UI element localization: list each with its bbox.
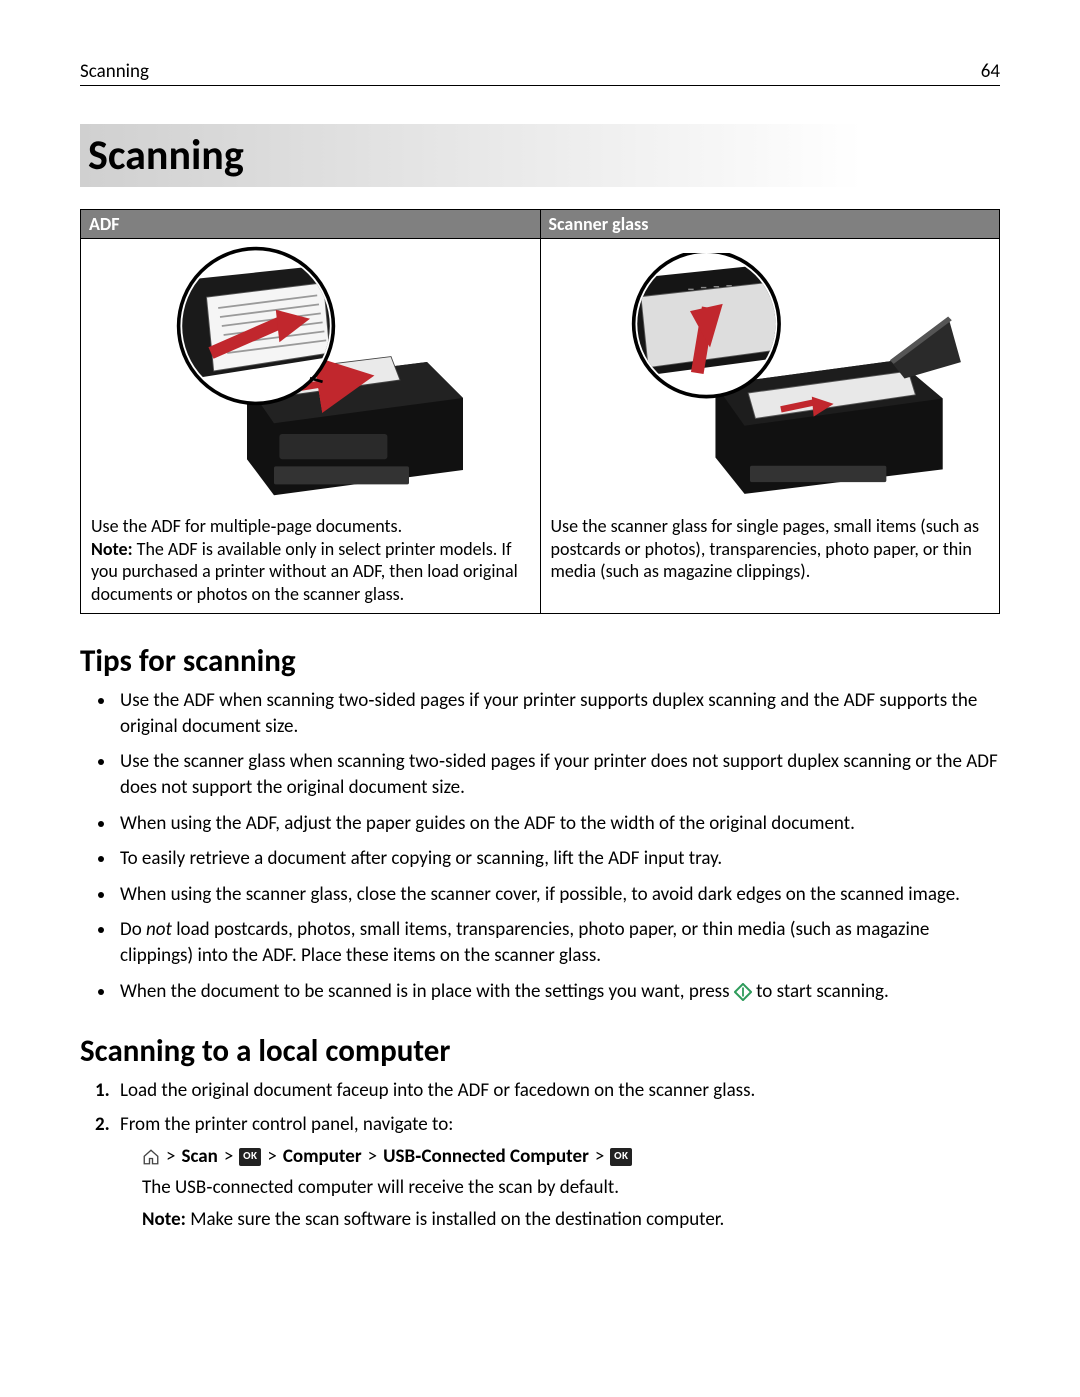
adf-note-text: The ADF is available only in select prin… (91, 538, 518, 605)
nav-computer: Computer (283, 1144, 362, 1170)
th-adf: ADF (81, 210, 541, 239)
scan-local-steps: Load the original document faceup into t… (80, 1078, 1000, 1232)
glass-illustration (551, 245, 990, 515)
tip-item: Use the scanner glass when scanning two‑… (116, 749, 1000, 800)
adf-illustration (91, 245, 530, 515)
chapter-title: Scanning (80, 124, 1000, 187)
scan-method-table: ADF Scanner glass (80, 209, 1000, 614)
th-scanner-glass: Scanner glass (540, 210, 1000, 239)
start-diamond-icon (734, 980, 752, 1003)
nav-scan: Scan (181, 1144, 217, 1170)
tip7-post: to start scanning. (752, 980, 889, 1003)
adf-caption: Use the ADF for multiple‑page documents. (91, 515, 530, 538)
step-1: Load the original document faceup into t… (114, 1078, 1000, 1104)
tip-item: To easily retrieve a document after copy… (116, 846, 1000, 872)
tip6-em: not (146, 918, 172, 941)
tip-item: When the document to be scanned is in pl… (116, 979, 1000, 1005)
step2-text: From the printer control panel, navigate… (120, 1113, 453, 1136)
step2-note-text: Make sure the scan software is installed… (190, 1208, 724, 1231)
nav-sep: > (595, 1144, 604, 1170)
tips-list: Use the ADF when scanning two‑sided page… (80, 688, 1000, 1004)
cell-adf: Use the ADF for multiple‑page documents.… (81, 239, 541, 614)
ok-icon: OK (239, 1148, 261, 1166)
step2-note: Note: Make sure the scan software is ins… (142, 1207, 1000, 1233)
nav-sep: > (267, 1144, 276, 1170)
step2-note-label: Note: (142, 1208, 186, 1231)
adf-note-label: Note: (91, 538, 133, 560)
tip-item: Do not load postcards, photos, small ite… (116, 917, 1000, 968)
step2-after: The USB‑connected computer will receive … (142, 1175, 1000, 1201)
tips-heading: Tips for scanning (80, 642, 1000, 680)
tip-item: When using the scanner glass, close the … (116, 882, 1000, 908)
tip-item: Use the ADF when scanning two‑sided page… (116, 688, 1000, 739)
scan-local-heading: Scanning to a local computer (80, 1032, 1000, 1070)
tip-item: When using the ADF, adjust the paper gui… (116, 811, 1000, 837)
nav-sep: > (166, 1144, 175, 1170)
step-2: From the printer control panel, navigate… (114, 1112, 1000, 1233)
tip6-pre: Do (120, 918, 146, 941)
home-icon (142, 1144, 160, 1170)
header-title: Scanning (80, 60, 149, 83)
ok-icon: OK (610, 1148, 632, 1166)
nav-sep: > (368, 1144, 377, 1170)
glass-caption: Use the scanner glass for single pages, … (551, 515, 990, 583)
running-header: Scanning 64 (80, 60, 1000, 86)
nav-path: > Scan > OK > Computer > USB‑Connected C… (142, 1144, 1000, 1170)
tip6-post: load postcards, photos, small items, tra… (120, 918, 929, 967)
page-number: 64 (981, 60, 1000, 83)
tip7-pre: When the document to be scanned is in pl… (120, 980, 734, 1003)
nav-usb: USB‑Connected Computer (383, 1144, 589, 1170)
adf-note: Note: The ADF is available only in selec… (91, 538, 530, 606)
cell-scanner-glass: Use the scanner glass for single pages, … (540, 239, 1000, 614)
nav-sep: > (224, 1144, 233, 1170)
